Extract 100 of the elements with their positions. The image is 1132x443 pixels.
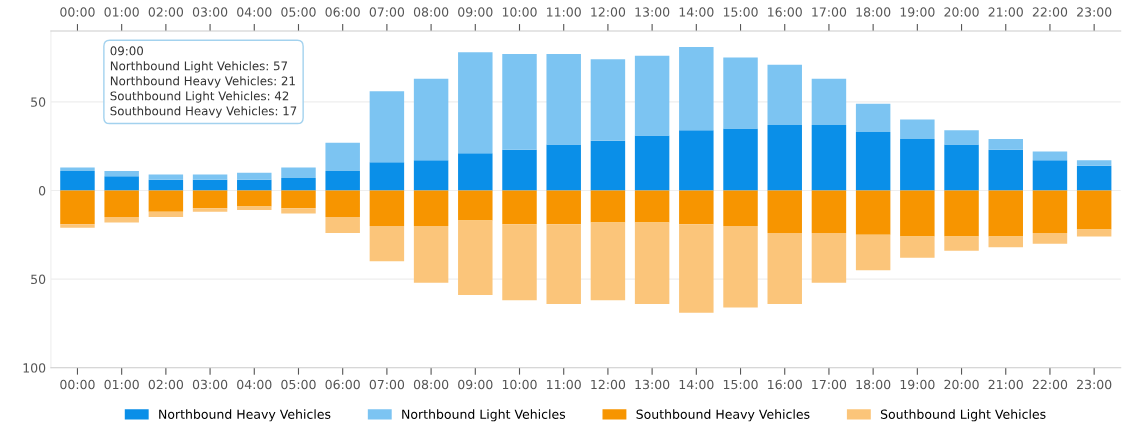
x-tick-label: 04:00 (237, 379, 272, 390)
bar (988, 190, 1023, 237)
bar (988, 139, 1023, 150)
bar (104, 190, 139, 218)
legend-label: Southbound Heavy Vehicles (636, 409, 810, 422)
x-tick-label: 07:00 (369, 379, 405, 390)
bar (369, 225, 405, 262)
bar (988, 149, 1023, 191)
bar (855, 103, 891, 133)
category-label: 09:00 (458, 7, 493, 17)
bar (944, 236, 979, 251)
category-label: 03:00 (192, 7, 228, 17)
category-label: 02:00 (148, 7, 184, 17)
category-label: 04:00 (237, 7, 272, 17)
legend-label: Southbound Light Vehicles (880, 409, 1046, 422)
x-tick-label: 13:00 (635, 379, 670, 390)
bar (679, 130, 714, 191)
bar (723, 57, 758, 129)
bar (855, 234, 891, 271)
bar (413, 225, 449, 283)
bar (237, 172, 272, 180)
category-label: 07:00 (369, 7, 405, 17)
y-tick-label: 50 (31, 97, 46, 107)
category-label: 11:00 (547, 7, 581, 17)
bar (811, 78, 847, 125)
annotation: Southbound Heavy Vehicles: 17 (110, 106, 297, 118)
bar (546, 54, 581, 145)
bar (944, 190, 979, 237)
x-tick-label: 19:00 (900, 379, 935, 390)
bar (104, 176, 139, 191)
bar (369, 190, 405, 226)
bar (767, 233, 802, 304)
bar (325, 142, 360, 171)
bar (1032, 233, 1068, 244)
bar (988, 236, 1023, 248)
category-label: 00:00 (60, 7, 95, 17)
bar (148, 174, 184, 180)
bar (281, 178, 316, 191)
bar (590, 59, 626, 141)
x-tick-label: 00:00 (60, 379, 95, 390)
bar (679, 224, 714, 313)
bar (1076, 160, 1112, 166)
y-tick-label: 0 (38, 185, 46, 196)
bar (900, 236, 935, 258)
bar (281, 167, 316, 179)
bar (1076, 229, 1112, 237)
annotation: Northbound Light Vehicles: 57 (110, 61, 288, 73)
bar (458, 52, 493, 154)
category-label: 14:00 (679, 7, 714, 17)
bar (723, 225, 758, 308)
bar (325, 217, 360, 234)
category-label: 22:00 (1032, 7, 1068, 17)
bar (502, 149, 537, 191)
bar (281, 190, 316, 209)
x-tick-label: 21:00 (988, 379, 1023, 390)
y-tick-label: 50 (31, 274, 46, 285)
bar (369, 162, 405, 191)
x-tick-label: 16:00 (768, 379, 802, 390)
bar (900, 119, 935, 140)
bar (944, 130, 979, 145)
bar (590, 140, 626, 191)
legend-label: Northbound Light Vehicles (402, 409, 566, 422)
bar (192, 190, 228, 209)
annotation: Northbound Heavy Vehicles: 21 (110, 76, 295, 88)
category-label: 06:00 (325, 7, 360, 17)
bar (325, 171, 360, 191)
bar (413, 190, 449, 226)
category-label: 13:00 (635, 7, 670, 17)
bar (458, 153, 493, 191)
bar (767, 190, 802, 234)
bar (811, 124, 847, 191)
bar (1032, 160, 1068, 191)
x-tick-label: 06:00 (325, 379, 360, 390)
bar (1032, 190, 1068, 234)
x-tick-label: 20:00 (944, 379, 979, 390)
bar (192, 208, 228, 212)
x-tick-label: 01:00 (104, 379, 139, 390)
bar (634, 135, 670, 191)
bar (148, 190, 184, 212)
bar (413, 78, 449, 161)
bar (634, 55, 670, 136)
category-label: 23:00 (1077, 7, 1112, 17)
bar (855, 190, 891, 235)
bar (192, 174, 228, 180)
bar (855, 132, 891, 191)
category-label: 18:00 (856, 7, 891, 17)
bar (60, 167, 95, 171)
bar (369, 91, 405, 163)
bar (237, 206, 272, 210)
bar (60, 190, 95, 225)
category-label: 19:00 (900, 7, 935, 17)
bar (634, 190, 670, 223)
bar (502, 54, 537, 150)
bar (237, 190, 272, 207)
bar (325, 190, 360, 218)
x-tick-label: 12:00 (591, 379, 626, 390)
bar (281, 208, 316, 214)
bar (679, 190, 714, 225)
x-tick-label: 17:00 (812, 379, 847, 390)
x-tick-label: 18:00 (856, 379, 891, 390)
